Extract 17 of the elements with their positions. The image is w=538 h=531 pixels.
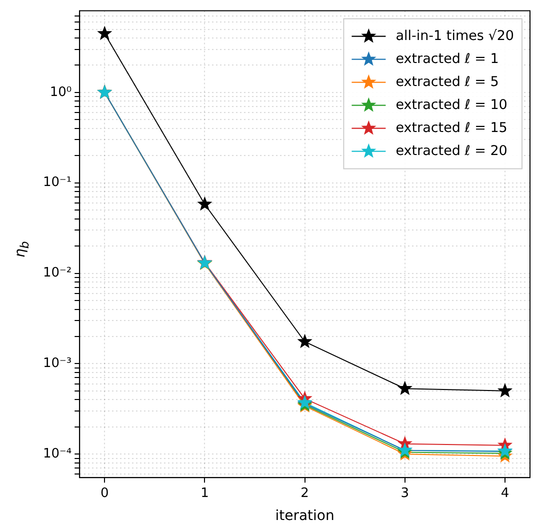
legend-label: all-in-1 times √20 (396, 28, 514, 44)
legend-label: extracted ℓ = 5 (396, 74, 499, 90)
y-tick-label: 10⁻¹ (42, 175, 72, 190)
legend-label: extracted ℓ = 1 (396, 50, 499, 67)
y-tick-label: 10⁻³ (42, 356, 72, 372)
y-tick-label: 10⁻⁴ (42, 446, 72, 462)
legend-label: extracted ℓ = 10 (396, 96, 508, 113)
x-tick-label: 4 (500, 486, 510, 501)
legend-label: extracted ℓ = 20 (396, 142, 508, 159)
legend-label: extracted ℓ = 15 (396, 120, 508, 136)
y-tick-label: 10⁻² (42, 266, 72, 281)
x-axis-title: iteration (275, 508, 334, 524)
x-tick-label: 1 (200, 486, 209, 501)
x-tick-label: 2 (300, 486, 309, 501)
x-tick-label: 0 (100, 486, 109, 501)
y-tick-label: 10⁰ (50, 84, 72, 100)
x-tick-label: 3 (400, 486, 410, 501)
